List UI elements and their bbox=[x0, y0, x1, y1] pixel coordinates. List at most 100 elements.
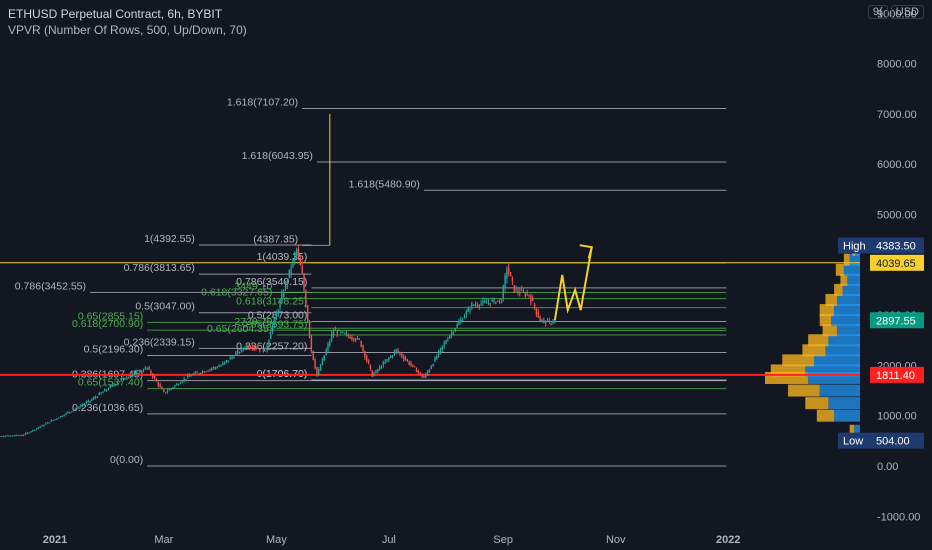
candle-body bbox=[166, 390, 169, 392]
fib-level-label: 0.618(3148.25) bbox=[236, 296, 307, 308]
candle-body bbox=[218, 366, 220, 368]
volume-profile-up-bar bbox=[843, 263, 860, 276]
candle-body bbox=[41, 424, 43, 427]
candle-body bbox=[316, 367, 318, 376]
volume-profile-up-bar bbox=[836, 324, 860, 337]
candle-body bbox=[294, 253, 296, 261]
volume-profile-up-bar bbox=[831, 314, 860, 327]
candle-body bbox=[117, 382, 119, 384]
price-tag-box bbox=[838, 432, 870, 449]
candle-body bbox=[85, 401, 88, 404]
candle-body bbox=[430, 366, 432, 369]
candle-body bbox=[415, 369, 418, 373]
candle-body bbox=[271, 325, 274, 333]
candle-body bbox=[94, 396, 97, 399]
candle-body bbox=[533, 303, 536, 308]
candle-body bbox=[264, 348, 266, 350]
price-label-value: 4039.65 bbox=[876, 258, 916, 270]
currency-selector[interactable]: 9( USD bbox=[867, 5, 924, 19]
volume-profile-up-bar bbox=[813, 354, 860, 367]
candle-body bbox=[209, 369, 211, 371]
candle-body bbox=[439, 347, 442, 353]
candle-body bbox=[17, 435, 19, 437]
candle-body bbox=[301, 265, 303, 273]
candle-body bbox=[450, 332, 453, 336]
volume-profile-up-bar bbox=[828, 334, 860, 347]
candle-body bbox=[465, 311, 468, 315]
currency-label: USD bbox=[890, 5, 924, 19]
candle-body bbox=[176, 383, 178, 386]
candle-body bbox=[76, 406, 78, 409]
candle-body bbox=[417, 370, 420, 373]
candle-body bbox=[425, 373, 427, 378]
candle-body bbox=[63, 415, 65, 417]
x-tick-label: Jul bbox=[382, 534, 396, 546]
candle-body bbox=[471, 303, 473, 307]
x-tick-label: May bbox=[266, 534, 287, 546]
fib-level-label: 1.618(7107.20) bbox=[227, 97, 298, 109]
candle-body bbox=[419, 372, 421, 374]
candle-body bbox=[105, 389, 108, 391]
candle-body bbox=[345, 333, 348, 335]
candle-body bbox=[423, 376, 425, 379]
candle-body bbox=[81, 404, 84, 406]
candle-body bbox=[257, 347, 259, 349]
candle-body bbox=[288, 269, 290, 278]
volume-profile-down-bar bbox=[808, 334, 829, 347]
price-label-value: 2897.55 bbox=[876, 315, 916, 327]
candle-body bbox=[421, 374, 423, 377]
candle-body bbox=[524, 293, 527, 296]
candle-body bbox=[495, 302, 497, 304]
volume-profile-down-bar bbox=[788, 384, 820, 397]
candle-body bbox=[172, 387, 174, 389]
candle-body bbox=[349, 336, 351, 339]
candle-body bbox=[131, 374, 134, 376]
candle-body bbox=[428, 369, 431, 373]
candle-body bbox=[329, 340, 331, 346]
candle-body bbox=[550, 323, 552, 325]
fib-level-label: (4387.35) bbox=[253, 233, 298, 245]
candle-body bbox=[277, 310, 279, 315]
candle-body bbox=[358, 339, 361, 341]
candle-body bbox=[485, 302, 488, 304]
volume-profile-down-bar bbox=[770, 364, 806, 377]
candle-body bbox=[133, 372, 136, 375]
candle-body bbox=[222, 362, 224, 365]
y-tick-label: 0.00 bbox=[877, 461, 898, 473]
candle-body bbox=[207, 370, 209, 372]
candle-body bbox=[395, 349, 397, 352]
candle-body bbox=[356, 337, 359, 339]
candle-body bbox=[452, 332, 455, 334]
candle-body bbox=[223, 361, 226, 364]
candle-body bbox=[330, 334, 333, 340]
y-tick-label: 8000.00 bbox=[877, 59, 917, 71]
candle-body bbox=[388, 357, 390, 360]
candle-body bbox=[179, 383, 182, 385]
candle-body bbox=[194, 372, 196, 374]
volume-profile-up-bar bbox=[842, 283, 860, 296]
candle-body bbox=[32, 429, 34, 431]
candle-body bbox=[35, 428, 38, 430]
candle-body bbox=[526, 293, 528, 295]
candle-body bbox=[124, 378, 126, 380]
y-tick-label: 1000.00 bbox=[877, 411, 917, 423]
candle-body bbox=[183, 378, 185, 381]
volume-profile-down-bar bbox=[782, 354, 814, 367]
candle-body bbox=[519, 291, 521, 294]
candle-body bbox=[238, 352, 241, 354]
candle-body bbox=[24, 433, 27, 435]
candle-body bbox=[474, 304, 477, 306]
candle-body bbox=[26, 432, 29, 434]
candle-body bbox=[382, 362, 385, 366]
candle-body bbox=[461, 320, 464, 322]
candle-body bbox=[129, 375, 132, 377]
candle-body bbox=[170, 388, 172, 390]
candle-body bbox=[378, 366, 381, 370]
candle-body bbox=[233, 357, 235, 359]
candle-body bbox=[279, 300, 281, 308]
candle-body bbox=[229, 357, 231, 360]
candle-body bbox=[211, 368, 213, 370]
candle-body bbox=[460, 319, 462, 323]
candle-body bbox=[45, 423, 47, 425]
